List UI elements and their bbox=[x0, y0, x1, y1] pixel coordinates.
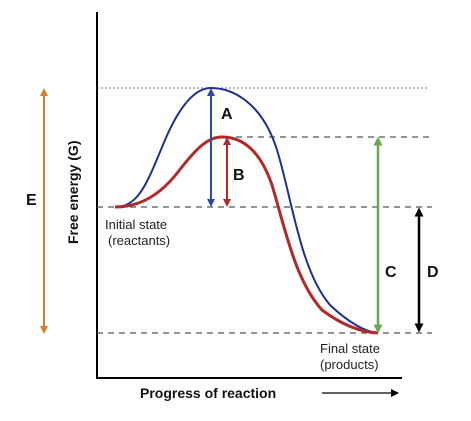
x-axis-title: Progress of reaction bbox=[140, 385, 276, 401]
label-d: D bbox=[427, 264, 439, 281]
initial-state-sublabel: (reactants) bbox=[108, 233, 170, 248]
final-state-label: Final state bbox=[320, 341, 380, 356]
label-c: C bbox=[385, 264, 397, 281]
initial-state-label: Initial state bbox=[105, 217, 167, 232]
label-b: B bbox=[233, 167, 245, 184]
label-a: A bbox=[221, 106, 233, 123]
final-state-sublabel: (products) bbox=[320, 357, 379, 372]
label-e: E bbox=[26, 192, 37, 209]
uncatalyzed-curve bbox=[115, 88, 378, 333]
y-axis-title: Free energy (G) bbox=[65, 141, 81, 244]
